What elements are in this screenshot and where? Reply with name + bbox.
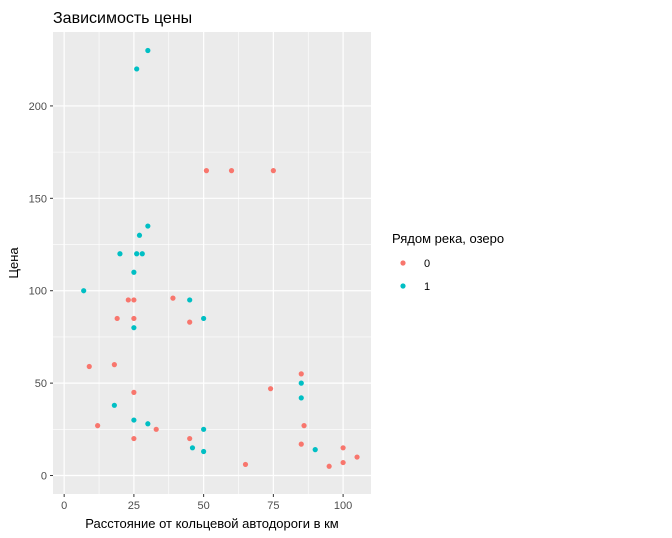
y-tick-label: 200 [29,101,47,113]
data-point-series-1 [145,421,151,427]
data-point-series-0 [203,168,210,174]
data-point-series-0 [131,435,137,442]
data-point-series-1 [298,395,304,401]
data-point-series-1 [201,448,207,455]
data-point-series-1 [201,315,207,322]
data-point-series-1 [134,251,140,257]
data-point-series-0 [301,423,307,429]
data-point-series-0 [270,168,276,174]
data-point-series-1 [145,223,151,229]
legend-key-1 [400,283,406,289]
legend: Рядом река, озеро 01 [392,231,504,293]
y-tick-label: 50 [35,378,47,390]
data-point-series-1 [312,447,318,453]
data-point-series-1 [201,426,207,432]
data-point-series-1 [139,251,145,257]
data-point-series-0 [298,371,304,377]
data-point-series-0 [131,315,137,322]
data-point-series-0 [340,445,346,451]
data-point-series-0 [131,389,137,395]
data-point-series-0 [340,459,346,466]
legend-label-0: 0 [424,258,430,270]
data-point-series-1 [134,66,140,72]
data-point-series-1 [131,325,137,331]
x-tick-label: 0 [61,500,67,512]
x-tick-label: 25 [128,500,140,512]
data-point-series-0 [170,295,176,301]
data-point-series-1 [131,269,137,275]
data-point-series-1 [81,288,87,294]
x-tick-label: 50 [198,500,210,512]
x-tick-label: 75 [267,500,279,512]
data-point-series-0 [228,168,235,174]
data-point-series-1 [145,47,151,54]
data-point-series-0 [125,297,131,303]
minor-gridlines [53,32,371,494]
data-point-series-0 [267,386,274,392]
data-point-series-0 [298,441,304,447]
data-point-series-0 [95,423,101,429]
legend-title: Рядом река, озеро [392,231,504,246]
plot-panel [53,32,371,494]
data-point-series-0 [187,319,193,325]
y-tick-label: 0 [41,471,47,483]
data-point-series-0 [187,435,193,442]
y-axis-title: Цена [6,247,21,279]
major-gridlines [53,32,371,494]
data-point-series-1 [117,251,123,257]
legend-items: 01 [400,258,430,293]
data-point-series-0 [153,426,159,432]
legend-key-0 [400,260,406,266]
data-point-series-1 [298,380,304,386]
data-point-series-1 [187,297,193,303]
y-tick-label: 100 [29,286,47,298]
y-tick-label: 150 [29,193,47,205]
axis-ticks: 0 25 50 75 100 0 50 100 150 200 [29,101,353,512]
data-point-series-0 [354,454,360,460]
data-point-series-0 [131,297,137,303]
data-point-series-0 [326,463,332,469]
data-point-series-0 [242,461,249,468]
data-point-series-1 [111,402,117,408]
data-points [81,47,360,469]
data-point-series-0 [114,315,120,322]
x-axis-title: Расстояние от кольцевой автодороги в км [85,516,339,531]
legend-label-1: 1 [424,281,430,293]
chart-title: Зависимость цены [53,10,192,27]
data-point-series-1 [136,232,143,238]
data-point-series-0 [111,362,117,368]
data-point-series-1 [131,417,137,423]
data-point-series-1 [189,445,196,451]
x-tick-label: 100 [334,500,352,512]
data-point-series-0 [86,363,92,370]
